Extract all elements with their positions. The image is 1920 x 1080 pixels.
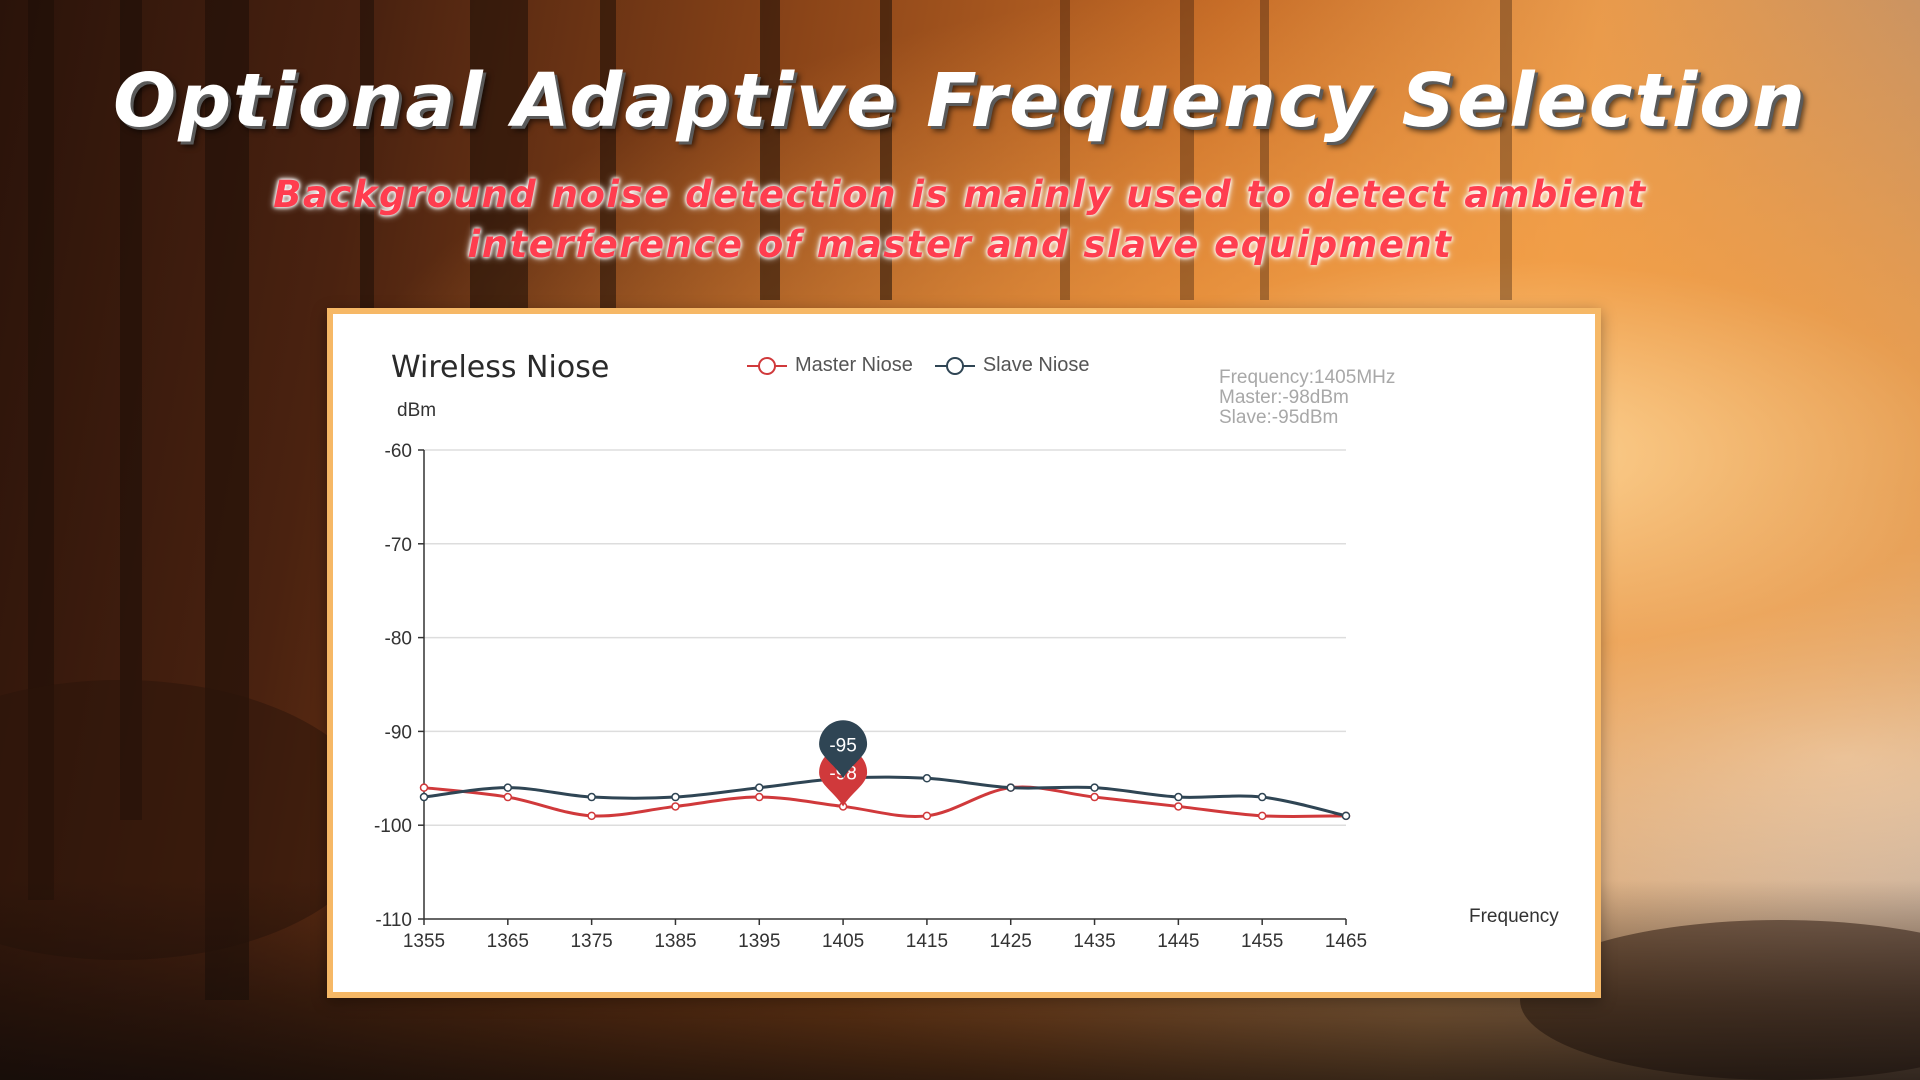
tooltip-slave: Slave:-95dBm: [1219, 407, 1339, 428]
master-data-point: [1174, 802, 1183, 811]
legend-item-master[interactable]: Master Niose: [747, 354, 913, 377]
slave-data-point: [1341, 811, 1351, 821]
x-tick-label: 1375: [570, 931, 612, 952]
slave-data-point: [419, 792, 429, 802]
master-data-point: [755, 792, 764, 802]
x-tick-label: 1445: [1157, 931, 1199, 952]
y-tick-label: -90: [385, 722, 412, 743]
x-tick-label: 1405: [822, 931, 864, 952]
master-data-point: [419, 783, 429, 792]
legend-item-slave[interactable]: Slave Niose: [934, 354, 1090, 377]
slave-data-point: [671, 792, 680, 802]
y-axis-label: dBm: [397, 400, 437, 421]
master-data-point: [671, 802, 680, 811]
legend-swatch-slave: [934, 356, 975, 376]
master-data-point: [922, 811, 932, 821]
x-tick-label: 1435: [1073, 931, 1115, 952]
master-data-point: [1090, 792, 1099, 802]
slave-data-point: [1006, 783, 1015, 792]
data-markers: -98-95: [819, 720, 868, 807]
x-tick-label: 1425: [990, 931, 1032, 952]
slave-marker-pin-shape: [819, 720, 868, 779]
master-data-point: [1257, 811, 1267, 821]
x-tick-label: 1395: [738, 931, 780, 952]
chart-panel: -60 -70 -80 -90 -100 -110 1355 1365 1375 1385 1395…: [327, 308, 1601, 998]
y-tick-label: -110: [375, 910, 412, 931]
slave-data-point: [1257, 792, 1267, 802]
y-tick-label: -100: [374, 816, 412, 837]
subtitle-line-2: interference of master and slave equipme…: [467, 223, 1453, 266]
slave-data-point: [1090, 783, 1099, 792]
tooltip-frequency: Frequency:1405MHz: [1219, 367, 1396, 388]
slave-data-point: [755, 783, 764, 792]
master-data-point: [503, 792, 513, 802]
x-tick-label: 1365: [487, 931, 529, 952]
x-axis-label: Frequency: [1469, 906, 1559, 927]
slave-marker-pin: -95: [819, 720, 868, 779]
x-tick-label: 1355: [403, 931, 445, 952]
series-lines: [419, 774, 1351, 821]
x-tick-label: 1415: [906, 931, 948, 952]
y-tick-label: -60: [385, 441, 412, 462]
subtitle-line-1: Background noise detection is mainly use…: [273, 173, 1647, 216]
slave-data-point: [1174, 792, 1183, 802]
slave-series-line: [423, 775, 1347, 818]
master-series-line: [423, 785, 1347, 819]
legend-label-slave: Slave Niose: [982, 354, 1090, 376]
page-title: Optional Adaptive Frequency Selection: [113, 58, 1807, 144]
slave-data-point: [503, 783, 513, 792]
chart-legend: Master Niose Slave Niose: [747, 354, 1090, 377]
master-data-point: [587, 811, 596, 821]
x-tick-label: 1385: [654, 931, 696, 952]
page-subtitle: Background noise detection is mainly use…: [260, 170, 1660, 270]
chart-title: Wireless Niose: [391, 350, 610, 385]
slave-marker-pin-label: -95: [829, 735, 856, 756]
legend-swatch-master: [747, 356, 787, 376]
slave-data-point: [587, 792, 596, 802]
slave-data-point: [922, 774, 932, 783]
y-tick-label: -70: [385, 535, 412, 556]
grid-lines: [424, 449, 1346, 826]
x-tick-label: 1455: [1241, 931, 1283, 952]
tooltip-master: Master:-98dBm: [1219, 387, 1349, 408]
y-tick-label: -80: [385, 629, 412, 650]
legend-label-master: Master Niose: [795, 354, 913, 376]
x-tick-label: 1465: [1325, 931, 1367, 952]
tooltip-info: Frequency:1405MHz Master:-98dBm Slave:-9…: [1219, 368, 1395, 428]
